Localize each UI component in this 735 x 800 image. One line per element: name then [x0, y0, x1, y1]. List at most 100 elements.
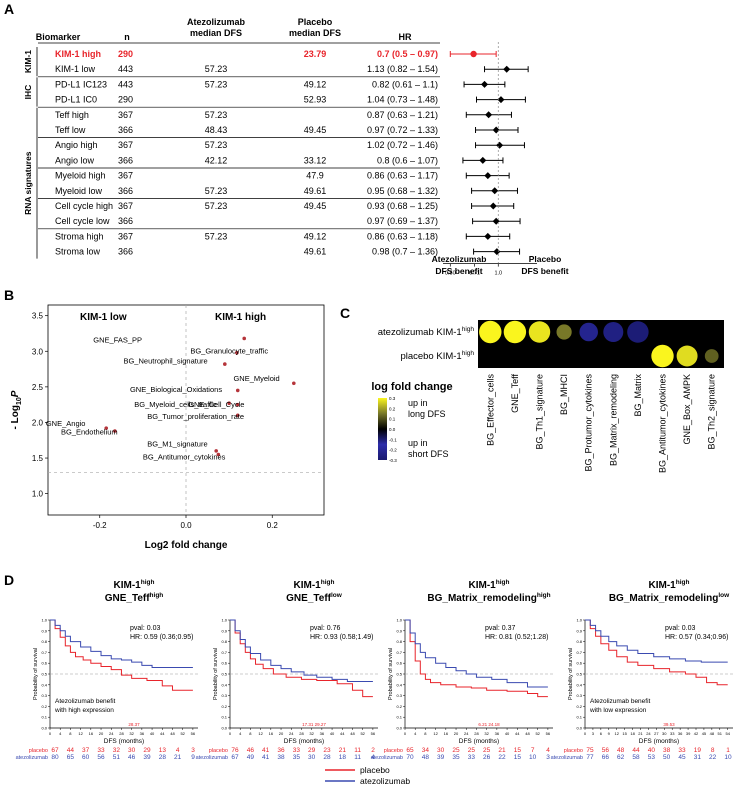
km-risk-atezo: 50: [663, 754, 671, 761]
km-curve-placebo: [405, 619, 548, 698]
legend-down-2: short DFS: [408, 449, 449, 459]
volcano-axes: -0.2 0.0 0.2 1.0 1.5 2.0 2.5 3.0 3.5: [32, 305, 324, 530]
km-risk-placebo: 29: [308, 747, 316, 754]
volcano-xtick-label: 0.0: [180, 521, 192, 530]
km-pval: pval: 0.03: [130, 625, 160, 632]
row-biomarker: Myeloid low: [55, 186, 103, 196]
bubble-cell: [479, 320, 502, 344]
bubble-cell: [579, 322, 598, 342]
km-risk-atezo: 15: [514, 754, 522, 761]
km-ytick-label: 0.4: [41, 682, 47, 687]
km-xtick-label: 0: [49, 731, 52, 736]
km-risk-placebo: 48: [617, 747, 625, 754]
km-xtick-label: 42: [694, 731, 699, 736]
row-biomarker: Myeloid high: [55, 171, 106, 181]
bubble-cell: [603, 322, 624, 342]
km-xtick-label: 36: [678, 731, 683, 736]
km-ytick-label: 0.0: [396, 726, 402, 731]
panel-label-c: C: [340, 305, 350, 321]
hr-point: [484, 172, 492, 180]
row-atezo-median: 42.12: [205, 155, 228, 165]
header-atezo-2: median DFS: [190, 28, 242, 38]
header-biomarker: Biomarker: [36, 32, 81, 42]
km-risk-atezo: 22: [498, 754, 506, 761]
row-placebo-median: 49.61: [304, 186, 327, 196]
row-biomarker: Cell cycle high: [55, 201, 113, 211]
km-xtick-label: 40: [150, 731, 155, 736]
km-ytick-label: 0.2: [41, 704, 47, 709]
bubble-column-label: BG_Effector_cells: [485, 374, 495, 446]
volcano-point-label: BG_Antitumor_cytokines: [143, 452, 226, 461]
km-xtick-label: 9: [608, 731, 611, 736]
km-xtick-label: 56: [191, 731, 196, 736]
bubble-cell: [676, 345, 698, 367]
km-legend: placebo atezolizumab: [325, 765, 410, 786]
km-xtick-label: 48: [170, 731, 175, 736]
km-title-sup: high: [676, 579, 690, 586]
km-ytick-label: 0.3: [221, 693, 227, 698]
km-xtick-label: 27: [654, 731, 659, 736]
km-ytick-label: 0.4: [221, 682, 227, 687]
km-xtick-label: 54: [725, 731, 730, 736]
km-xtick-label: 56: [546, 731, 551, 736]
km-ytick-label: 0.7: [41, 650, 47, 655]
km-risk-atezo: 70: [406, 754, 414, 761]
volcano-point-label: BG_Tumor_proliferation_rate: [147, 412, 244, 421]
km-risk-atezo: 9: [191, 754, 195, 761]
ylabel-suffix: P: [10, 390, 21, 397]
km-xtick-label: 33: [670, 731, 675, 736]
bubble-cell: [627, 321, 649, 343]
km-risk-atezo: 11: [354, 754, 361, 761]
volcano-point-label: GNE_Cell_Cycle: [188, 400, 244, 409]
km-risk-label-placebo: placebo: [384, 748, 403, 754]
km-xtick-label: 52: [535, 731, 540, 736]
row-hr-text: 0.98 (0.7 – 1.36): [372, 247, 438, 257]
km-xtick-label: 28: [119, 731, 124, 736]
region-label-high: KIM-1 high: [215, 312, 266, 323]
km-ytick-label: 0.8: [41, 639, 47, 644]
km-xtick-label: 16: [269, 731, 274, 736]
km-ytick-label: 0.5: [576, 672, 582, 677]
bubble-column-label: GNE_Box_AMPK: [682, 374, 692, 445]
km-annotation-2: with high expression: [54, 707, 114, 714]
km-xtick-label: 51: [718, 731, 723, 736]
km-risk-atezo: 65: [67, 754, 75, 761]
km-xtick-label: 52: [360, 731, 365, 736]
km-xtick-label: 18: [630, 731, 635, 736]
km-ytick-label: 0.1: [41, 715, 47, 720]
km-risk-placebo: 11: [354, 747, 361, 754]
km-xtick-label: 24: [646, 731, 651, 736]
ylabel-prefix: - Log: [10, 405, 21, 429]
region-label-low: KIM-1 low: [80, 312, 127, 323]
bubble-row-label: atezolizumab KIM-1high: [378, 326, 475, 338]
km-ytick-label: 0.5: [396, 672, 402, 677]
km-curve-atezo: [405, 619, 548, 688]
km-risk-atezo: 41: [262, 754, 270, 761]
volcano-ytick-label: 3.0: [32, 347, 44, 356]
row-n: 366: [118, 155, 133, 165]
km-curve-atezo: [50, 619, 193, 669]
km-risk-placebo: 3: [191, 747, 195, 754]
row-hr-text: 0.86 (0.63 – 1.17): [367, 171, 438, 181]
bubble-column-label: GNE_Teff: [510, 374, 520, 413]
row-biomarker: KIM-1 high: [55, 49, 101, 59]
km-risk-placebo: 56: [602, 747, 610, 754]
km-ytick-label: 0.9: [221, 628, 227, 633]
row-n: 366: [118, 125, 133, 135]
km-risk-atezo: 31: [694, 754, 702, 761]
km-ytick-label: 0.1: [221, 715, 227, 720]
row-placebo-median: 49.61: [304, 247, 327, 257]
km-risk-atezo: 39: [143, 754, 151, 761]
km-hr: HR: 0.81 (0.52;1.28): [485, 634, 548, 641]
km-title-text: BG_Matrix_remodeling: [427, 593, 536, 604]
km-xtick-label: 28: [299, 731, 304, 736]
km-risk-placebo: 1: [726, 747, 730, 754]
km-risk-atezo: 35: [293, 754, 301, 761]
km-risk-label-placebo: placebo: [564, 748, 583, 754]
km-risk-atezo: 26: [483, 754, 491, 761]
km-title-line2: GNE_Tefflow: [286, 592, 343, 604]
km-panel: KIM-1highBG_Matrix_remodelinghigh0.00.10…: [371, 579, 553, 761]
km-xtick-label: 8: [249, 731, 252, 736]
legend-bar: [378, 398, 387, 460]
km-ytick-label: 0.0: [41, 726, 47, 731]
